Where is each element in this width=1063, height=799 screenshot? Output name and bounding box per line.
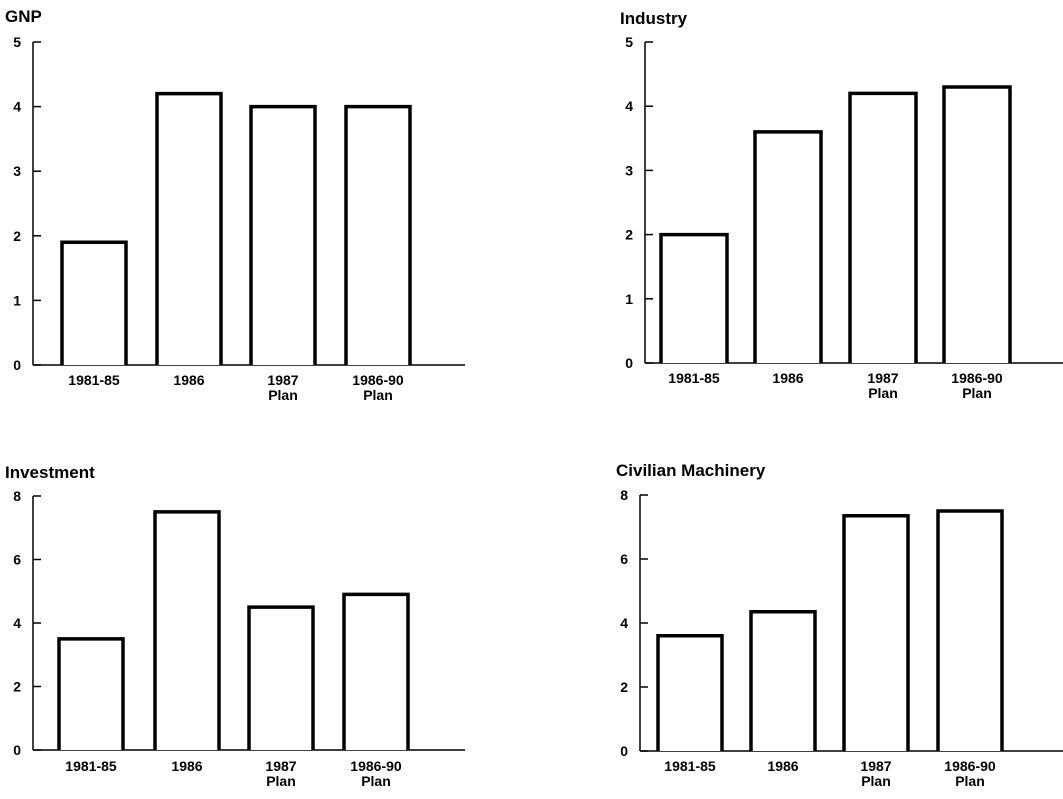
x-tick-label: 1981-85 xyxy=(68,372,120,388)
chart-title: Civilian Machinery xyxy=(616,461,766,480)
bar xyxy=(247,605,315,750)
chart-panel-4: Civilian Machinery 0 2 4 6 8 1981-85 1986 1987 Pl… xyxy=(616,461,1063,789)
bar xyxy=(936,509,1004,751)
y-tick-label: 3 xyxy=(13,163,21,179)
chart-title: Industry xyxy=(620,9,688,28)
bar xyxy=(753,130,823,363)
y-tick-label: 2 xyxy=(13,228,21,244)
bar xyxy=(659,232,729,363)
bar xyxy=(942,85,1012,363)
chart-panel-2: Industry 0 1 2 3 4 5 1981-85 1986 1987 Plan 1986-90… xyxy=(620,9,1063,401)
y-tick-label: 0 xyxy=(620,743,628,759)
y-tick-label: 2 xyxy=(620,679,628,695)
x-tick-label: 1986-90 Plan xyxy=(944,758,996,789)
bar xyxy=(60,240,128,365)
chart-title: Investment xyxy=(5,463,95,482)
x-tick-label: 1987 Plan xyxy=(860,758,891,789)
x-tick-label: 1986 xyxy=(772,370,803,386)
x-tick-label: 1987 Plan xyxy=(267,372,298,403)
x-tick-label: 1987 Plan xyxy=(867,370,898,401)
y-tick-label: 2 xyxy=(625,227,633,243)
x-tick-label: 1981-85 xyxy=(668,370,720,386)
y-tick-label: 0 xyxy=(13,742,21,758)
chart-panel-3: Investment 0 2 4 6 8 1981-85 1986 1987 Plan 1986-9… xyxy=(5,463,465,789)
chart-title: GNP xyxy=(5,7,42,26)
y-tick-label: 6 xyxy=(620,551,628,567)
x-tick-label: 1986-90 Plan xyxy=(352,372,404,403)
y-tick-label: 8 xyxy=(13,488,21,504)
bar xyxy=(342,592,410,750)
bar xyxy=(57,637,125,750)
y-tick-label: 4 xyxy=(13,615,21,631)
x-tick-label: 1981-85 xyxy=(65,758,117,774)
y-tick-label: 4 xyxy=(625,98,633,114)
bar xyxy=(656,634,724,751)
chart-panel-1: GNP 0 1 2 3 4 5 1981-85 1986 1987 Plan 1986-90 Plan xyxy=(5,7,465,403)
bar xyxy=(153,510,221,750)
bar xyxy=(155,91,223,365)
y-tick-label: 4 xyxy=(620,615,628,631)
y-tick-label: 5 xyxy=(13,34,21,50)
y-tick-label: 4 xyxy=(13,99,21,115)
x-tick-label: 1986 xyxy=(171,758,202,774)
y-tick-label: 8 xyxy=(620,487,628,503)
x-tick-label: 1986 xyxy=(767,758,798,774)
y-tick-label: 0 xyxy=(625,355,633,371)
y-tick-label: 1 xyxy=(13,292,21,308)
y-tick-label: 3 xyxy=(625,162,633,178)
x-tick-label: 1986-90 Plan xyxy=(951,370,1003,401)
x-tick-label: 1987 Plan xyxy=(265,758,296,789)
bar xyxy=(842,514,910,751)
y-tick-label: 6 xyxy=(13,552,21,568)
y-tick-label: 5 xyxy=(625,34,633,50)
bar xyxy=(749,610,817,751)
y-tick-label: 0 xyxy=(13,357,21,373)
bar xyxy=(249,104,317,365)
bar xyxy=(848,91,918,363)
x-tick-label: 1981-85 xyxy=(664,758,716,774)
x-tick-label: 1986 xyxy=(173,372,204,388)
bar xyxy=(344,104,412,365)
y-tick-label: 1 xyxy=(625,291,633,307)
x-tick-label: 1986-90 Plan xyxy=(350,758,402,789)
y-tick-label: 2 xyxy=(13,679,21,695)
